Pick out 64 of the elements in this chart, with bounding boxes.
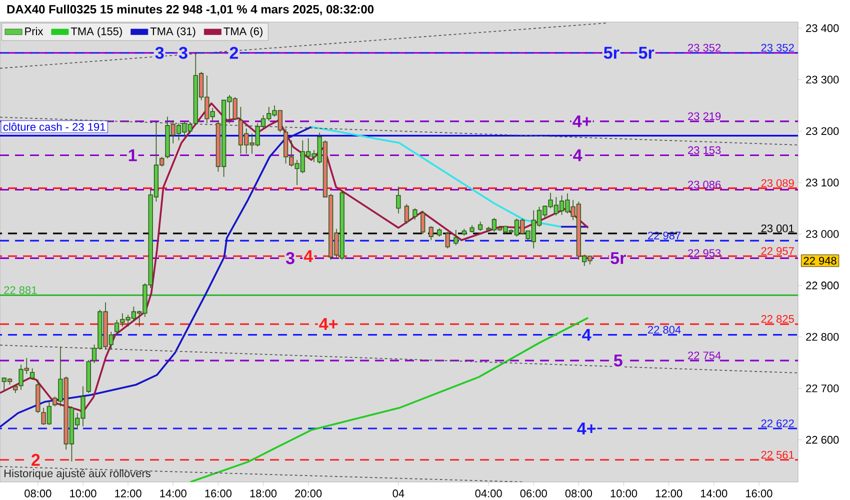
ref-line-label: 23 352 bbox=[761, 44, 794, 52]
annotation: 5 bbox=[614, 354, 622, 367]
x-tick-label: 12:00 bbox=[656, 490, 682, 498]
annotation: 3 bbox=[155, 46, 164, 59]
x-tick-label: 08:00 bbox=[565, 490, 592, 498]
ref-line-label: 23 153 bbox=[688, 146, 721, 154]
annotation: 3 bbox=[178, 46, 188, 59]
annotation: 5r bbox=[604, 46, 620, 59]
annotation: 4 bbox=[304, 250, 313, 262]
legend-label: Prix bbox=[25, 27, 44, 36]
x-tick-label: 04:00 bbox=[475, 490, 502, 498]
y-tick-label: 23 200 bbox=[806, 127, 839, 135]
x-tick-label: 20:00 bbox=[295, 490, 322, 498]
annotation: 4+ bbox=[577, 422, 596, 434]
ref-line-label: 22 561 bbox=[761, 450, 794, 459]
ref-line-label: 22 622 bbox=[761, 420, 794, 428]
y-tick-label: 22 600 bbox=[806, 436, 839, 444]
ref-line-label: 22 953 bbox=[688, 249, 721, 257]
legend-label: TMA (31) bbox=[150, 27, 196, 38]
ref-line-label: clôture cash - 23 191 bbox=[3, 122, 106, 131]
annotation: 2 bbox=[230, 46, 238, 59]
x-tick-label: 14:00 bbox=[160, 490, 186, 498]
x-tick-label: 06:00 bbox=[520, 490, 547, 498]
ref-line-label: 23 089 bbox=[761, 179, 794, 187]
ref-line-label: 22 754 bbox=[688, 352, 721, 360]
x-tick-label: 12:00 bbox=[115, 490, 142, 498]
ref-line-label: 22 881 bbox=[4, 286, 37, 294]
y-tick-label: 23 000 bbox=[806, 230, 839, 238]
annotation: 1 bbox=[128, 149, 137, 162]
annotation: 4 bbox=[573, 149, 582, 162]
ref-line-label: 23 001 bbox=[761, 224, 794, 232]
x-tick-label: 16:00 bbox=[746, 490, 772, 498]
x-tick-label: 10:00 bbox=[70, 490, 96, 498]
y-tick-label: 23 100 bbox=[806, 178, 839, 186]
y-tick-label: 22 800 bbox=[806, 333, 839, 341]
ref-line-label: 22 987 bbox=[648, 232, 681, 240]
ref-line-label: 23 086 bbox=[688, 180, 721, 189]
annotation: 4+ bbox=[319, 318, 338, 330]
ref-line-label: 23 352 bbox=[688, 44, 721, 52]
ref-line-label: 22 825 bbox=[761, 315, 794, 323]
ref-line-label: 22 804 bbox=[648, 326, 681, 334]
y-tick-label: 23 400 bbox=[806, 24, 839, 32]
ref-line-label: 23 219 bbox=[688, 112, 721, 120]
annotation: 4 bbox=[582, 328, 592, 341]
text: 22 948 bbox=[804, 256, 836, 265]
annotation: 3 bbox=[286, 252, 294, 264]
x-tick-label: 18:00 bbox=[250, 490, 277, 498]
x-tick-label: 08:00 bbox=[24, 490, 52, 498]
y-tick-label: 22 900 bbox=[806, 282, 839, 290]
ref-line-label: 22 957 bbox=[761, 247, 794, 255]
y-tick-label: 23 300 bbox=[806, 76, 839, 84]
annotation: 5r bbox=[638, 46, 654, 59]
x-tick-label: 10:00 bbox=[610, 490, 638, 498]
legend-label: TMA (6) bbox=[224, 27, 262, 38]
annotation: 2 bbox=[32, 454, 40, 466]
annotation: 5r bbox=[610, 252, 626, 264]
y-tick-label: 22 700 bbox=[806, 384, 839, 392]
chart-title: DAX40 Full0325 15 minutes 22 948 -1,01 % 4 mars 2025, 08:32:00 bbox=[7, 4, 374, 16]
annotation: 4+ bbox=[572, 115, 592, 128]
x-tick-label: 16:00 bbox=[205, 490, 232, 498]
annotation: Historique ajusté aux rollovers bbox=[4, 469, 151, 480]
legend-label: TMA (155) bbox=[70, 27, 122, 38]
x-tick-label: 04 bbox=[392, 490, 404, 498]
x-tick-label: 14:00 bbox=[700, 490, 728, 498]
